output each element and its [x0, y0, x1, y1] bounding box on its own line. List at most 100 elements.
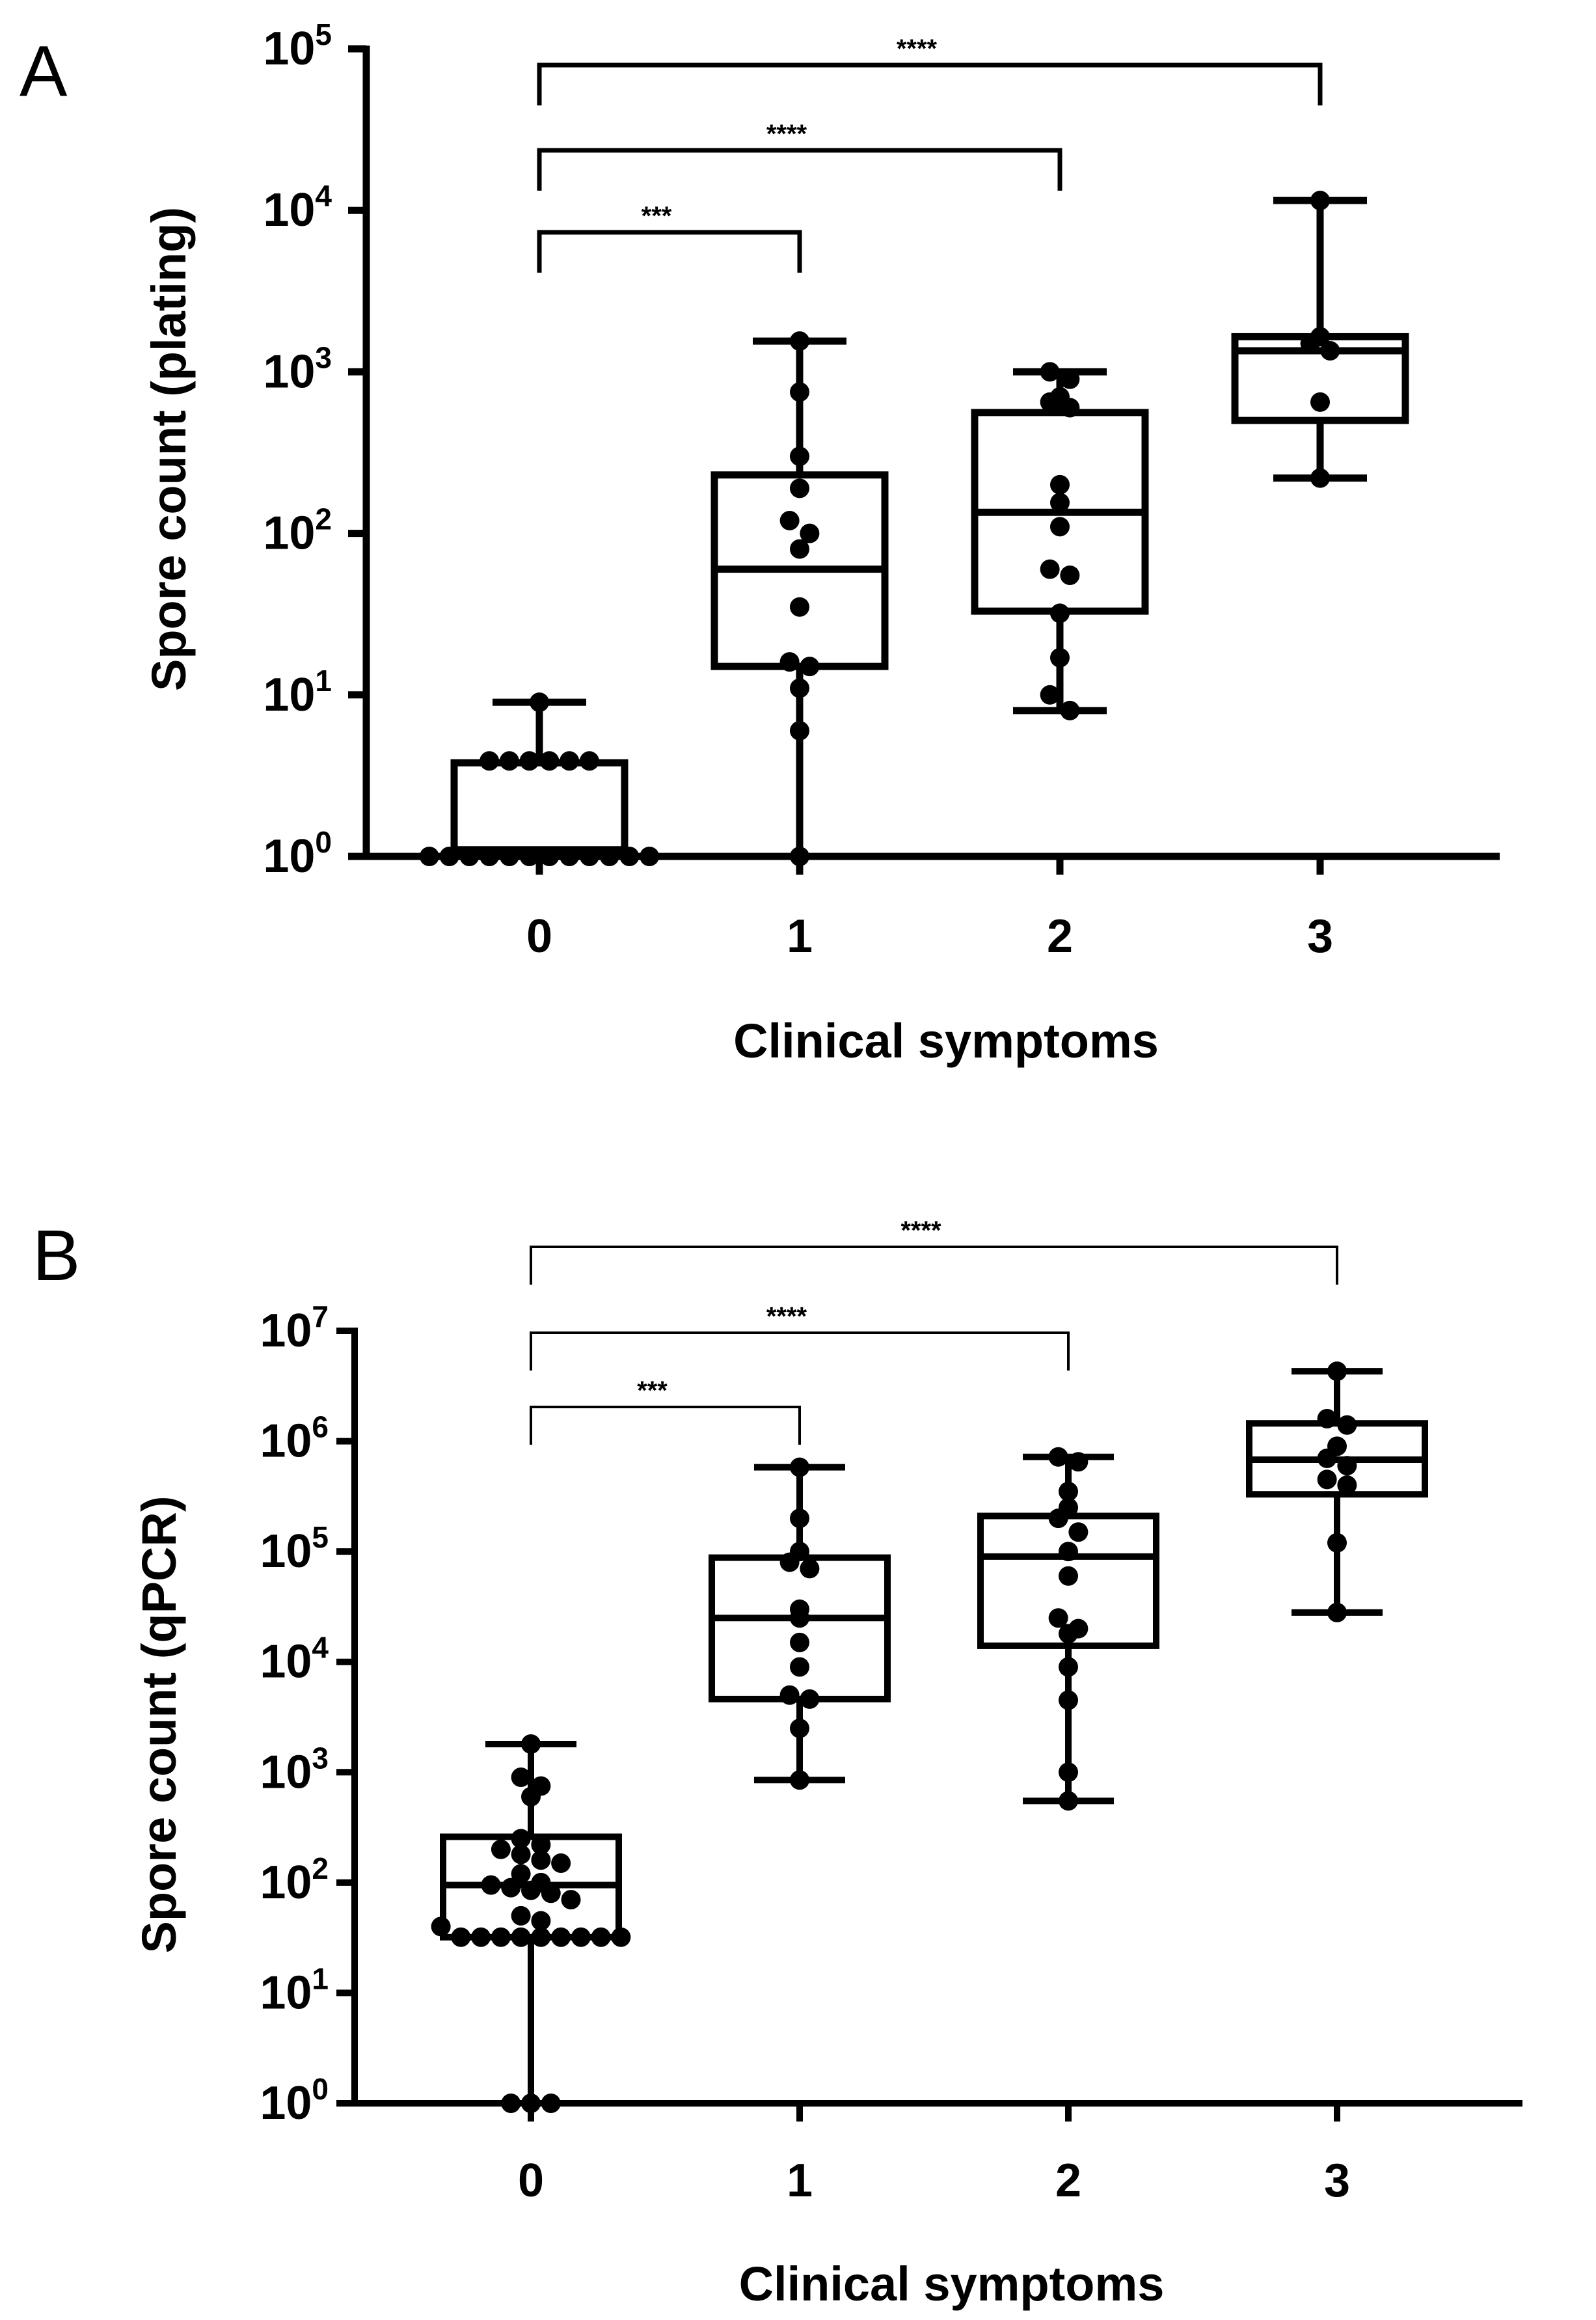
data-point — [779, 1685, 800, 1705]
x-tick-label: 1 — [787, 910, 813, 962]
data-point — [499, 751, 519, 771]
data-point — [1050, 648, 1070, 668]
data-point — [619, 847, 640, 866]
significance-bracket — [537, 148, 1062, 191]
y-tick-label: 101 — [263, 664, 332, 721]
data-point — [790, 331, 809, 351]
significance-bracket — [530, 1331, 1070, 1371]
data-point — [1310, 392, 1330, 412]
data-point — [560, 751, 580, 771]
data-point — [790, 1608, 809, 1628]
data-point — [1068, 1452, 1089, 1472]
data-point — [511, 1927, 531, 1947]
data-point — [1317, 1408, 1337, 1428]
data-point — [539, 751, 560, 771]
data-point — [800, 1689, 820, 1709]
data-point — [790, 1718, 809, 1738]
data-point — [1059, 1690, 1078, 1710]
y-axis-title: Spore count (qPCR) — [132, 1496, 186, 1954]
data-point — [541, 1883, 561, 1904]
data-point — [640, 847, 660, 866]
significance-label: *** — [637, 1376, 668, 1405]
panel-b-letter: B — [33, 1216, 81, 1296]
data-point — [1337, 1415, 1357, 1435]
data-point — [790, 382, 809, 402]
data-point — [511, 1844, 531, 1864]
data-point — [501, 2094, 521, 2113]
data-point — [790, 720, 809, 741]
panel-a-chart: 100 101 102 103 104 105 0 1 2 3 Clinical symptoms S… — [142, 18, 1500, 1068]
data-point — [611, 1927, 631, 1947]
data-point — [491, 1839, 511, 1859]
data-point — [521, 1786, 541, 1807]
y-tick-label: 105 — [263, 18, 332, 75]
data-point — [511, 1829, 531, 1849]
data-point — [551, 1853, 571, 1873]
data-point — [1060, 566, 1080, 586]
data-point — [1040, 559, 1060, 579]
data-point — [1337, 1475, 1357, 1495]
data-point — [560, 847, 580, 866]
data-point — [511, 1767, 531, 1788]
significance-bracket — [530, 1246, 1338, 1285]
data-point — [539, 847, 560, 866]
data-point — [1040, 362, 1060, 382]
data-point — [579, 751, 599, 771]
significance-label: *** — [642, 202, 672, 230]
data-point — [531, 1911, 551, 1931]
data-point — [779, 510, 800, 530]
data-point — [1050, 493, 1070, 513]
data-point — [551, 1927, 571, 1947]
data-point — [790, 847, 809, 866]
data-point — [790, 1632, 809, 1652]
data-point — [1060, 700, 1080, 720]
data-point — [491, 1927, 511, 1947]
panel-a-letter: A — [20, 31, 68, 111]
data-point — [790, 1508, 809, 1529]
x-axis-title: Clinical symptoms — [733, 1014, 1159, 1068]
data-point — [790, 446, 809, 467]
data-point — [419, 847, 439, 866]
data-point — [1050, 474, 1070, 495]
data-point — [1060, 369, 1080, 389]
data-point — [501, 1877, 521, 1898]
y-tick-label: 106 — [260, 1410, 329, 1467]
x-tick-label: 3 — [1307, 910, 1333, 962]
data-point — [1300, 333, 1320, 353]
data-point — [800, 657, 820, 677]
y-tick-label: 103 — [260, 1741, 329, 1798]
y-tick-label: 102 — [263, 502, 332, 560]
y-tick-label: 104 — [263, 179, 332, 236]
data-point — [1050, 517, 1070, 537]
data-point — [480, 751, 500, 771]
data-point — [800, 523, 820, 543]
x-tick-label: 2 — [1055, 2155, 1081, 2207]
significance-label: **** — [766, 1302, 807, 1331]
data-point — [790, 539, 809, 559]
y-tick-label: 100 — [260, 2072, 329, 2129]
data-point — [1048, 1447, 1068, 1467]
data-point — [790, 478, 809, 498]
data-point — [599, 847, 619, 866]
data-point — [1337, 1456, 1357, 1476]
y-axis-title: Spore count (plating) — [142, 207, 196, 691]
data-point — [521, 1734, 541, 1754]
data-point — [1327, 1533, 1347, 1553]
y-tick-label: 105 — [260, 1520, 329, 1577]
data-point — [1048, 1608, 1068, 1628]
y-tick-label: 107 — [260, 1300, 329, 1357]
data-point — [451, 1927, 471, 1947]
x-tick-label: 2 — [1047, 910, 1073, 962]
y-tick-label: 101 — [260, 1961, 329, 2019]
data-point — [531, 1927, 551, 1947]
y-tick-label: 102 — [260, 1851, 329, 1909]
box-iqr — [450, 759, 629, 860]
data-point — [790, 597, 809, 617]
data-point — [1310, 468, 1330, 488]
data-point — [1327, 1361, 1347, 1382]
data-point — [1320, 341, 1340, 361]
data-point — [511, 1905, 531, 1926]
data-point — [1317, 1469, 1337, 1490]
data-point — [1059, 1624, 1078, 1644]
data-point — [1317, 1448, 1337, 1468]
